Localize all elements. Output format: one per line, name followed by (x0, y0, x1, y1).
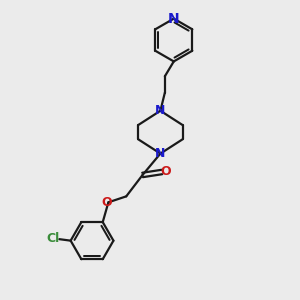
Text: N: N (168, 12, 180, 26)
Text: O: O (160, 166, 171, 178)
Text: Cl: Cl (47, 232, 60, 245)
Text: O: O (102, 196, 112, 209)
Text: N: N (155, 147, 166, 160)
Text: N: N (155, 104, 166, 117)
